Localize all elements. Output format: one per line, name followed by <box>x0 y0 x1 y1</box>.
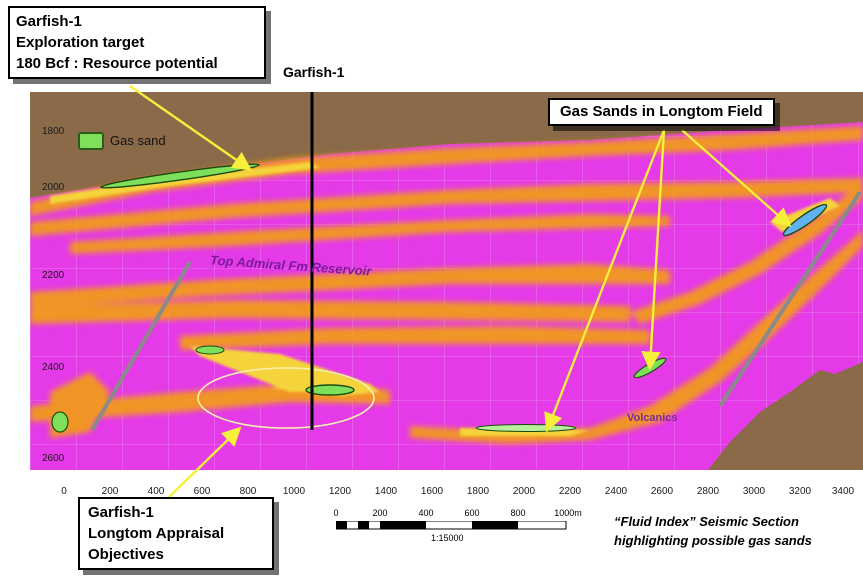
distance-tick: 1200 <box>328 486 352 497</box>
depth-tick: 2000 <box>42 182 65 193</box>
depth-tick: 2400 <box>42 362 65 373</box>
exploration-target-callout: Garfish-1 Exploration target 180 Bcf : R… <box>8 6 266 79</box>
overburden-bottom-right <box>708 362 863 470</box>
well-label: Garfish-1 <box>283 64 345 80</box>
callout-line: Garfish-1 <box>88 504 154 521</box>
distance-tick: 2600 <box>650 486 674 497</box>
distance-tick: 400 <box>147 486 165 497</box>
callout-line: Objectives <box>88 546 164 563</box>
distance-tick: 0 <box>61 486 67 497</box>
distance-tick: 600 <box>193 486 211 497</box>
distance-tick: 2000 <box>512 486 536 497</box>
scale-tick: 1000m <box>554 508 582 518</box>
volcanics-label: Volcanics <box>627 412 678 424</box>
scale-tick: 600 <box>464 508 480 518</box>
appraisal-objectives-callout: Garfish-1 Longtom Appraisal Objectives <box>78 497 274 570</box>
callout-line: Longtom Appraisal <box>88 525 225 542</box>
seismic-section <box>30 92 863 470</box>
distance-tick: 3400 <box>831 486 855 497</box>
distance-tick: 3200 <box>788 486 812 497</box>
fault-line-right <box>718 190 862 408</box>
distance-tick: 2200 <box>558 486 582 497</box>
scale-tick: 200 <box>372 508 388 518</box>
gas-sand-legend-label: Gas sand <box>110 133 166 148</box>
distance-tick: 2800 <box>696 486 720 497</box>
scale-tick: 800 <box>510 508 526 518</box>
distance-tick: 1800 <box>466 486 490 497</box>
distance-tick: 1600 <box>420 486 444 497</box>
callout-line: Garfish-1 <box>16 13 82 30</box>
figure-caption: “Fluid Index” Seismic Section highlighti… <box>614 512 812 550</box>
distance-tick: 2400 <box>604 486 628 497</box>
caption-line: “Fluid Index” Seismic Section <box>614 514 799 529</box>
fault-line-left <box>90 260 192 432</box>
distance-tick: 200 <box>101 486 119 497</box>
callout-line: Exploration target <box>16 34 145 51</box>
distance-tick: 3000 <box>742 486 766 497</box>
distance-tick: 1000 <box>282 486 306 497</box>
scale-tick: 0 <box>333 508 339 518</box>
distance-tick: 800 <box>239 486 257 497</box>
caption-line: highlighting possible gas sands <box>614 533 812 548</box>
gas-sand-legend-swatch <box>78 132 104 150</box>
scale-ratio: 1:15000 <box>431 533 464 543</box>
scale-bar <box>336 521 567 530</box>
depth-tick: 2200 <box>42 270 65 281</box>
distance-tick: 1400 <box>374 486 398 497</box>
scale-tick: 400 <box>418 508 434 518</box>
longtom-gas-sands-callout: Gas Sands in Longtom Field <box>548 98 775 126</box>
callout-line: Gas Sands in Longtom Field <box>560 103 763 120</box>
depth-tick: 1800 <box>42 126 65 137</box>
callout-line: 180 Bcf : Resource potential <box>16 55 218 72</box>
appraisal-ellipse <box>197 367 375 429</box>
depth-tick: 2600 <box>42 453 65 464</box>
